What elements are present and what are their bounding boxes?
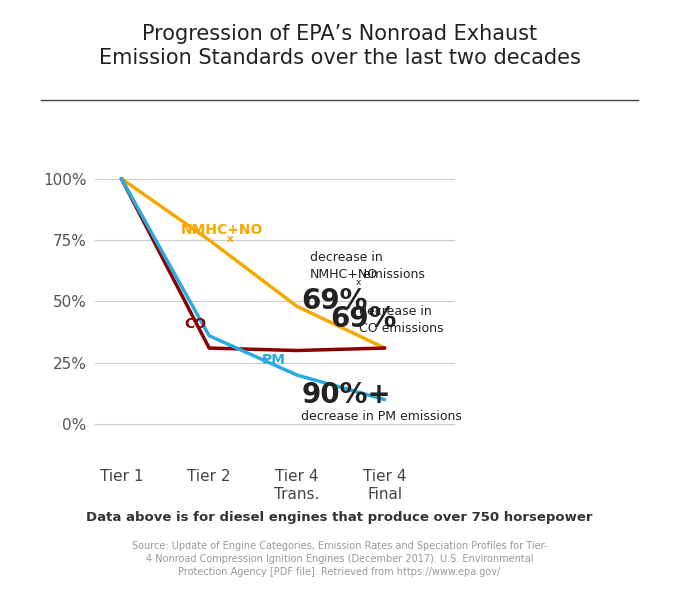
Text: decrease in: decrease in [310, 251, 383, 264]
Text: 90%+: 90%+ [301, 381, 391, 409]
Text: CO emissions: CO emissions [359, 322, 444, 335]
Text: decrease in PM emissions: decrease in PM emissions [301, 410, 462, 423]
Text: Source: Update of Engine Categories, Emission Rates and Speciation Profiles for : Source: Update of Engine Categories, Emi… [132, 541, 547, 577]
Text: x: x [227, 234, 234, 244]
Text: CO: CO [185, 317, 206, 330]
Text: emissions: emissions [359, 268, 424, 281]
Text: NMHC+NO: NMHC+NO [310, 268, 378, 281]
Text: decrease in: decrease in [359, 305, 432, 318]
Text: 69%: 69% [330, 304, 397, 333]
Text: 69%: 69% [301, 287, 368, 316]
Text: Progression of EPA’s Nonroad Exhaust
Emission Standards over the last two decade: Progression of EPA’s Nonroad Exhaust Emi… [98, 24, 581, 69]
Text: PM: PM [262, 353, 286, 368]
Text: NMHC+NO: NMHC+NO [181, 223, 263, 237]
Text: Data above is for diesel engines that produce over 750 horsepower: Data above is for diesel engines that pr… [86, 511, 593, 524]
Text: x: x [356, 278, 361, 287]
